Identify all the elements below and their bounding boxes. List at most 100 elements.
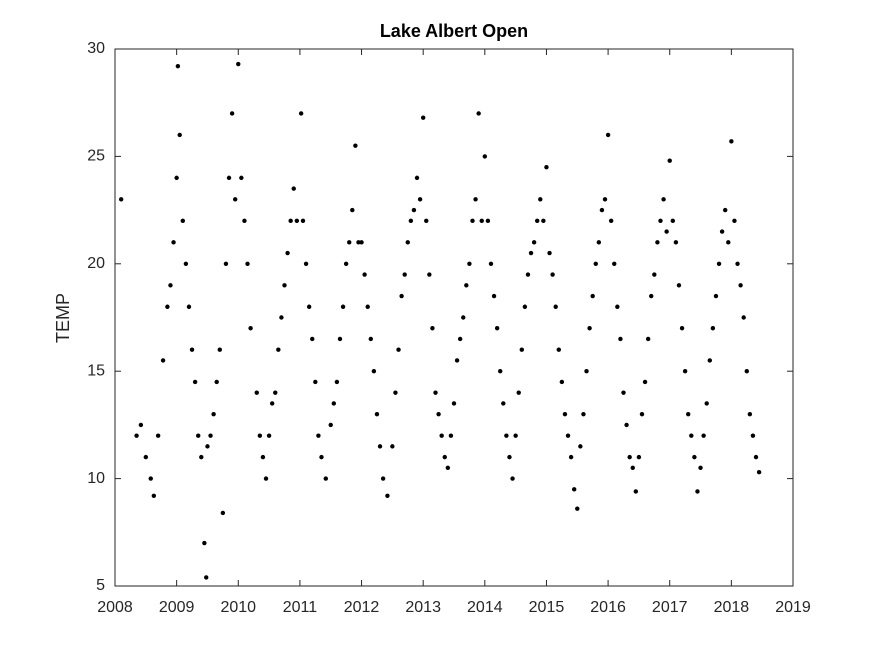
data-point — [248, 326, 253, 331]
data-point — [165, 304, 170, 309]
data-point — [624, 422, 629, 428]
data-point — [482, 154, 488, 159]
data-point — [457, 336, 463, 342]
data-point — [556, 347, 561, 352]
data-point — [531, 240, 537, 245]
data-point — [488, 261, 494, 266]
data-point — [719, 229, 725, 234]
data-point — [676, 283, 682, 288]
data-point — [470, 218, 475, 224]
data-point — [385, 493, 390, 498]
data-point — [686, 411, 691, 417]
data-point — [679, 326, 685, 331]
data-point — [528, 250, 534, 256]
data-point — [726, 240, 731, 245]
data-point — [723, 207, 728, 213]
data-point — [226, 175, 232, 181]
data-point — [756, 469, 762, 475]
x-tick-label: 2017 — [652, 599, 688, 616]
data-point — [180, 218, 185, 224]
x-tick-label: 2014 — [467, 599, 503, 616]
data-point — [664, 229, 669, 234]
data-point — [581, 411, 586, 417]
data-point — [402, 272, 407, 277]
data-point — [738, 283, 743, 288]
data-point — [183, 261, 189, 266]
x-tick-label: 2012 — [344, 599, 380, 616]
data-point — [291, 186, 296, 191]
data-point — [436, 411, 441, 417]
data-point — [204, 575, 209, 580]
data-point — [359, 240, 364, 245]
data-point — [177, 132, 182, 138]
y-tick-label: 5 — [96, 577, 105, 594]
data-point — [343, 261, 349, 266]
data-point — [491, 293, 497, 299]
data-point — [310, 336, 315, 342]
data-point — [279, 315, 284, 320]
data-point — [175, 63, 181, 69]
data-point — [729, 139, 734, 144]
data-point — [655, 240, 660, 245]
y-tick-label: 20 — [87, 255, 105, 272]
data-point — [340, 304, 346, 309]
data-point — [427, 272, 432, 277]
data-point — [390, 444, 395, 449]
data-point — [701, 433, 706, 438]
data-point — [461, 315, 466, 320]
data-point — [396, 347, 401, 352]
data-point — [337, 336, 343, 342]
data-point — [408, 218, 414, 224]
data-point — [380, 476, 386, 481]
data-point — [682, 369, 688, 374]
data-point — [596, 240, 602, 245]
data-point — [747, 411, 753, 417]
data-point — [547, 250, 552, 256]
data-point — [294, 218, 300, 224]
data-point — [138, 422, 144, 428]
data-point — [464, 283, 469, 288]
data-point — [353, 143, 358, 148]
data-point — [168, 283, 173, 288]
data-point — [636, 454, 642, 460]
data-point — [652, 272, 657, 277]
data-point — [618, 336, 623, 342]
data-point — [454, 358, 460, 363]
data-point — [368, 336, 373, 342]
x-tick-label: 2013 — [405, 599, 441, 616]
data-point — [362, 272, 367, 277]
data-point — [143, 454, 149, 460]
data-point — [282, 283, 287, 288]
data-point — [448, 433, 454, 438]
x-tick-label: 2019 — [775, 599, 811, 616]
data-point — [661, 197, 666, 202]
data-point — [160, 358, 166, 363]
data-point — [732, 218, 737, 224]
data-point — [439, 433, 444, 438]
data-point — [245, 261, 250, 266]
data-point — [744, 369, 749, 374]
data-point — [405, 240, 410, 245]
data-point — [134, 433, 139, 438]
data-point — [735, 261, 740, 266]
data-point — [374, 411, 380, 417]
data-point — [535, 218, 540, 224]
data-point — [260, 454, 266, 460]
data-point — [565, 433, 571, 438]
data-point — [254, 390, 259, 395]
x-tick-label: 2016 — [590, 599, 626, 616]
data-point — [350, 207, 355, 213]
data-point — [451, 401, 457, 406]
data-point — [202, 540, 207, 546]
data-point — [559, 379, 565, 385]
data-point — [704, 401, 709, 406]
data-point — [242, 218, 247, 224]
data-point — [538, 197, 543, 202]
data-point — [642, 379, 648, 385]
data-point — [155, 433, 161, 438]
data-point — [513, 433, 518, 438]
data-point — [263, 476, 269, 481]
data-point — [303, 261, 309, 266]
